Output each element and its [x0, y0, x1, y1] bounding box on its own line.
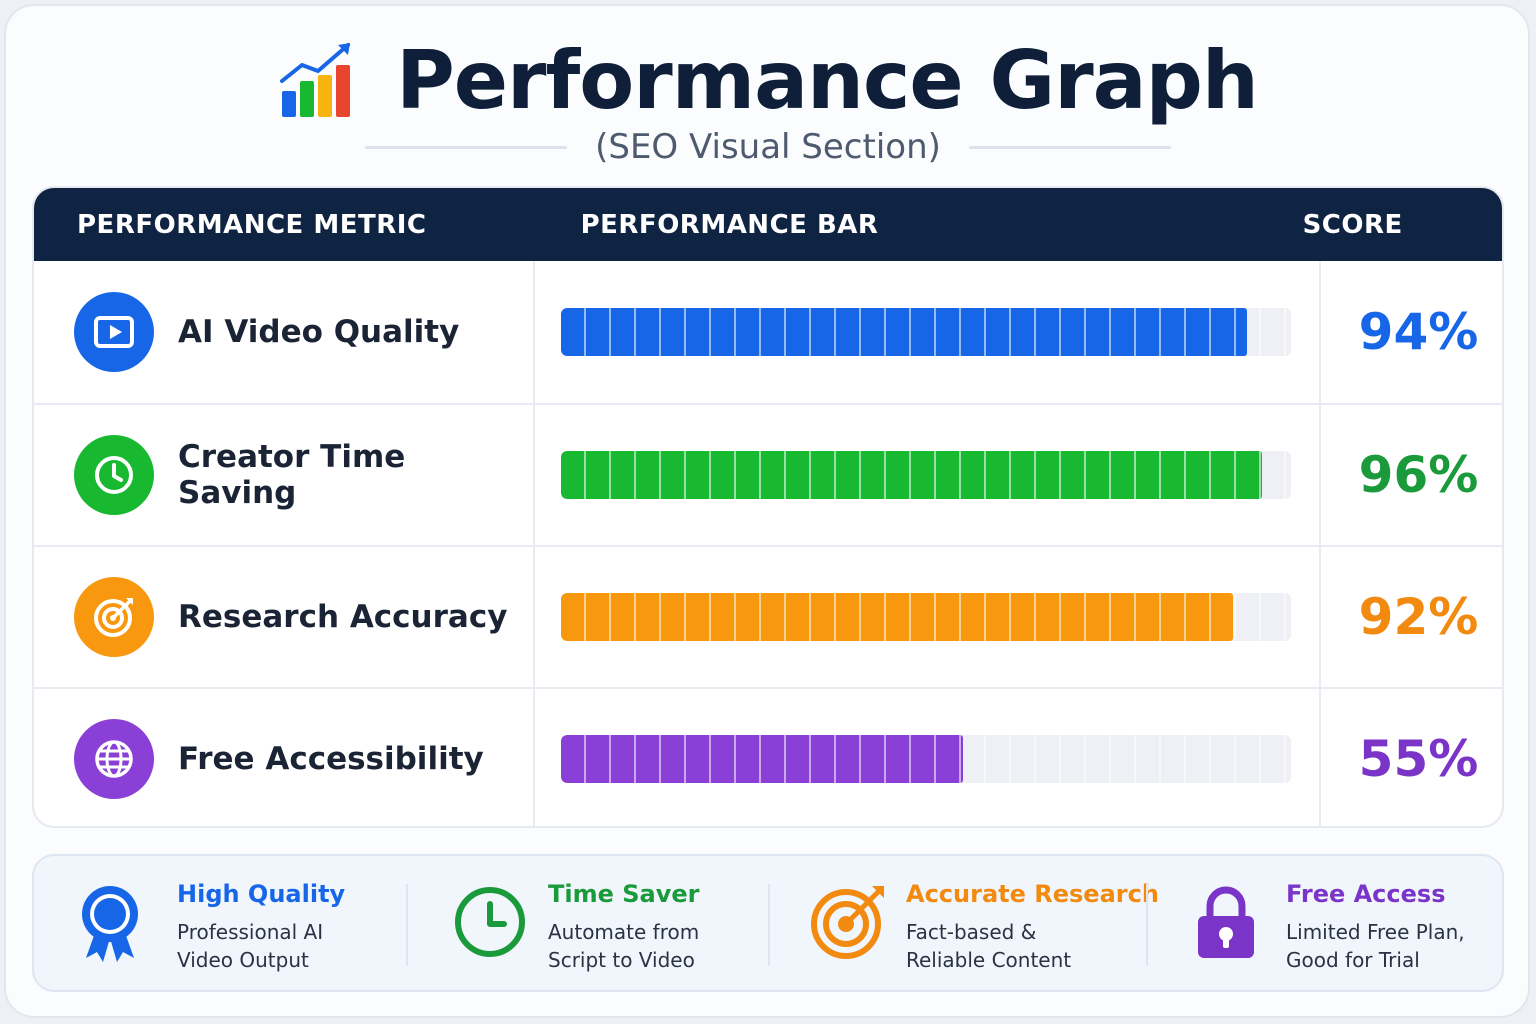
table-row: Free Accessibility 55% [34, 687, 1502, 826]
metric-cell: Free Accessibility [34, 689, 535, 826]
bar-cell [535, 261, 1321, 403]
bar-chart-trend-icon [280, 43, 351, 117]
metric-label-research-accuracy: Research Accuracy [178, 599, 508, 635]
feature-free-access: Free Access Limited Free Plan, Good for … [1148, 856, 1504, 994]
bar-track [561, 451, 1291, 499]
divider [406, 884, 408, 966]
bar-track [561, 735, 1291, 783]
clock-icon [74, 435, 154, 515]
target-icon [811, 886, 884, 959]
lock-icon [1198, 886, 1254, 958]
metric-label-ai-video-quality: AI Video Quality [178, 314, 460, 350]
feature-title: Time Saver [548, 880, 700, 908]
clock-icon [455, 887, 525, 957]
metric-label-creator-time-saving: Creator Time Saving [178, 439, 406, 511]
metric-cell: Creator Time Saving [34, 405, 535, 545]
feature-description: Automate from Script to Video [548, 920, 700, 972]
column-header-bar: PERFORMANCE BAR [580, 209, 879, 240]
feature-description: Limited Free Plan, Good for Trial [1286, 920, 1465, 972]
target-icon [74, 577, 154, 657]
table-row: AI Video Quality 94% [34, 261, 1502, 403]
table-header: PERFORMANCE METRIC PERFORMANCE BAR SCORE [34, 188, 1502, 261]
globe-icon [74, 719, 154, 799]
score-label-free-accessibility: 55% [1358, 730, 1479, 788]
score-label-creator-time-saving: 96% [1358, 446, 1479, 504]
page-subtitle: (SEO Visual Section) [595, 127, 941, 167]
performance-table: PERFORMANCE METRIC PERFORMANCE BAR SCORE… [32, 186, 1504, 828]
divider [768, 884, 770, 966]
table-body: AI Video Quality 94% Creator Time Saving 96… [34, 261, 1502, 826]
page-title: Performance Graph [396, 33, 1259, 127]
divider [968, 145, 1171, 149]
title-row: Performance Graph [0, 30, 1536, 130]
bar-segments [561, 735, 1291, 783]
bar-segments [561, 593, 1291, 641]
column-header-score: SCORE [1302, 209, 1403, 240]
score-label-research-accuracy: 92% [1358, 588, 1479, 646]
bar-cell [535, 405, 1321, 545]
feature-accurate-research: Accurate Research Fact-based & Reliable … [770, 856, 1159, 994]
table-row: Research Accuracy 92% [34, 545, 1502, 687]
feature-title: Accurate Research [906, 880, 1159, 908]
video-play-icon [74, 292, 154, 372]
table-row: Creator Time Saving 96% [34, 403, 1502, 545]
bar-cell [535, 689, 1321, 826]
bar-track [561, 593, 1291, 641]
feature-high-quality: High Quality Professional AI Video Outpu… [34, 856, 406, 994]
subtitle-row: (SEO Visual Section) [0, 124, 1536, 170]
bar-segments [561, 451, 1291, 499]
feature-description: Professional AI Video Output [177, 920, 324, 972]
feature-description: Fact-based & Reliable Content [906, 920, 1072, 972]
divider [1146, 884, 1148, 966]
features-strip: High Quality Professional AI Video Outpu… [32, 854, 1504, 992]
feature-title: High Quality [177, 880, 346, 908]
feature-title: Free Access [1286, 880, 1446, 908]
metric-cell: Research Accuracy [34, 547, 535, 687]
bar-track [561, 308, 1291, 356]
divider [365, 145, 568, 149]
bar-segments [561, 308, 1291, 356]
feature-time-saver: Time Saver Automate from Script to Video [408, 856, 768, 994]
metric-cell: AI Video Quality [34, 261, 535, 403]
score-label-ai-video-quality: 94% [1358, 303, 1479, 361]
bar-cell [535, 547, 1321, 687]
column-header-metric: PERFORMANCE METRIC [77, 209, 427, 240]
metric-label-free-accessibility: Free Accessibility [178, 741, 484, 777]
award-ribbon-icon [82, 886, 138, 962]
